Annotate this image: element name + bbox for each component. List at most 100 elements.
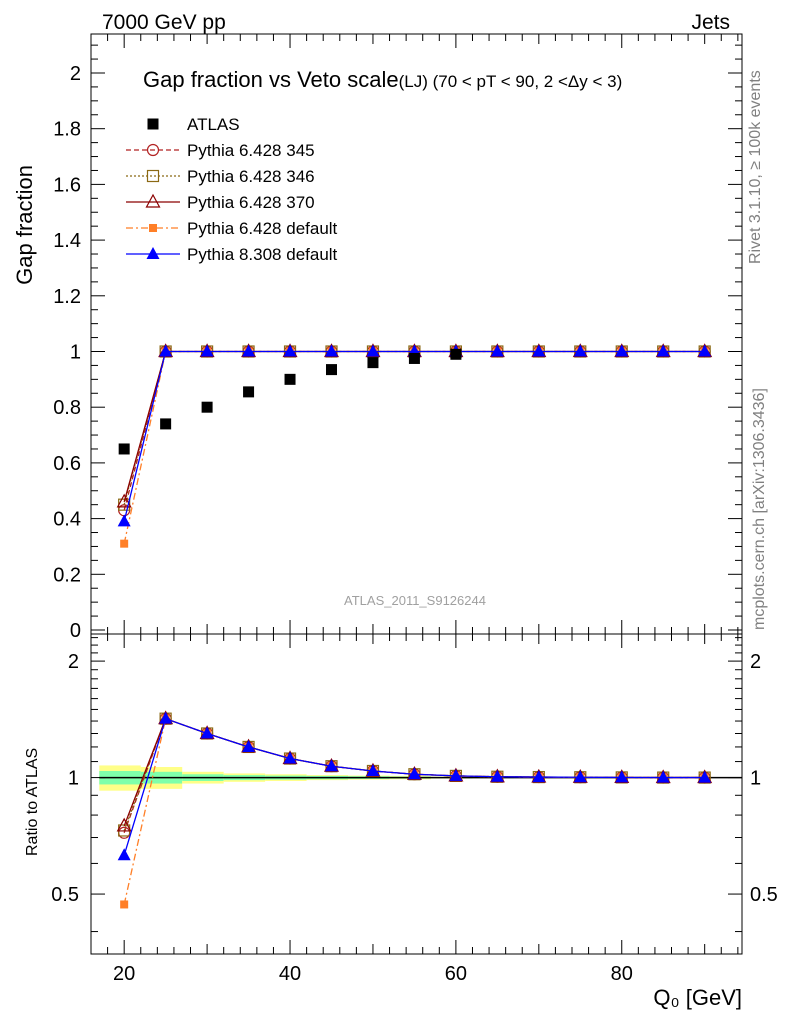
main-y-tick-label: 0.4 bbox=[53, 509, 81, 531]
main-point bbox=[117, 514, 131, 527]
ratio-point bbox=[532, 770, 546, 783]
x-axis-label-q: Q₀ [GeV] bbox=[653, 985, 742, 1010]
main-data-point bbox=[284, 373, 296, 385]
main-title: Gap fraction vs Veto scale(LJ) (70 < pT … bbox=[143, 67, 622, 92]
ratio-point bbox=[242, 739, 256, 752]
legend-marker bbox=[146, 247, 160, 259]
main-data-point bbox=[201, 401, 213, 413]
ratio-point bbox=[698, 770, 712, 783]
ratio-point bbox=[449, 768, 463, 781]
ratio-point bbox=[120, 900, 129, 909]
main-y-tick-label: 1.6 bbox=[53, 174, 81, 196]
main-series-line bbox=[123, 350, 705, 505]
main-series-line bbox=[123, 350, 705, 511]
legend-marker bbox=[146, 169, 160, 183]
main-y-tick-label: 1.4 bbox=[53, 230, 81, 252]
main-point bbox=[242, 344, 256, 357]
ratio-y-tick-label: 0.5 bbox=[51, 884, 79, 906]
ratio-point bbox=[490, 769, 504, 782]
legend-entry: Pythia 8.308 default bbox=[126, 245, 338, 264]
main-series-0 bbox=[118, 345, 711, 517]
main-point bbox=[490, 344, 504, 357]
ratio-y-tick-label: 2 bbox=[68, 651, 79, 673]
ratio-point bbox=[573, 770, 587, 783]
main-y-tick-label: 1.8 bbox=[53, 119, 81, 141]
ratio-point bbox=[283, 751, 297, 764]
ratio-point bbox=[324, 759, 338, 772]
side-label-bottom: mcplots.cern.ch [arXiv:1306.3436] bbox=[751, 388, 768, 630]
main-point bbox=[324, 344, 338, 357]
main-data-point bbox=[450, 348, 462, 360]
ratio-series-3 bbox=[120, 714, 709, 909]
main-series-1 bbox=[118, 345, 711, 511]
legend-label: Pythia 6.428 default bbox=[187, 219, 338, 238]
legend-label: ATLAS bbox=[187, 115, 240, 134]
main-point bbox=[615, 344, 629, 357]
side-label-top: Rivet 3.1.10, ≥ 100k events bbox=[747, 70, 764, 264]
ratio-y-axis-label: Ratio to ATLAS bbox=[24, 748, 41, 856]
legend-entry: Pythia 6.428 346 bbox=[126, 167, 315, 186]
main-point bbox=[573, 344, 587, 357]
main-y-tick-label: 0.6 bbox=[53, 453, 81, 475]
main-data-series-0 bbox=[118, 348, 462, 455]
main-data-point bbox=[243, 386, 255, 398]
legend-label: Pythia 6.428 346 bbox=[187, 167, 315, 186]
legend-entry: Pythia 6.428 default bbox=[126, 219, 338, 238]
main-data-point bbox=[325, 364, 337, 376]
ratio-y-tick-label-right: 0.5 bbox=[750, 884, 778, 906]
main-point bbox=[698, 344, 712, 357]
main-title-sub: (LJ) (70 < pT < 90, 2 <Δy < 3) bbox=[399, 72, 623, 91]
main-point bbox=[200, 344, 214, 357]
ratio-series-layer bbox=[116, 710, 713, 909]
x-tick-label: 80 bbox=[611, 963, 633, 985]
legend-label: Pythia 6.428 345 bbox=[187, 141, 315, 160]
main-watermark: ATLAS_2011_S9126244 bbox=[344, 593, 486, 608]
legend-label: Pythia 6.428 370 bbox=[187, 193, 315, 212]
ratio-x-ticks: 20 40 60 80 bbox=[107, 634, 739, 985]
main-data-point bbox=[118, 443, 130, 455]
main-series-4 bbox=[117, 344, 712, 527]
main-data-point bbox=[408, 352, 420, 364]
x-tick-label: 60 bbox=[445, 963, 467, 985]
ratio-series-line bbox=[123, 717, 705, 905]
main-data-point bbox=[367, 357, 379, 369]
main-series-3 bbox=[120, 347, 709, 548]
main-point bbox=[656, 344, 670, 357]
main-series-line bbox=[123, 350, 705, 503]
main-series-2 bbox=[116, 343, 713, 508]
ratio-y-tick-label-right: 2 bbox=[750, 651, 761, 673]
ratio-y-tick-label: 1 bbox=[68, 768, 79, 790]
ratio-point bbox=[615, 770, 629, 783]
legend-marker bbox=[145, 193, 161, 208]
main-y-axis-label: Gap fraction bbox=[12, 165, 37, 285]
main-point bbox=[366, 344, 380, 357]
ratio-point bbox=[656, 770, 670, 783]
main-y-tick-label: 2 bbox=[70, 63, 81, 85]
main-panel: Gap fraction 0 0.2 0.4 0.6 0.8 1 1.2 1.4 1.6 1.8 2… bbox=[12, 33, 743, 642]
ratio-point bbox=[159, 711, 173, 724]
main-series-line bbox=[123, 350, 705, 522]
main-y-tick-label: 0.8 bbox=[53, 397, 81, 419]
main-y-tick-label: 1 bbox=[70, 341, 81, 363]
legend-marker bbox=[149, 224, 157, 232]
main-title-main: Gap fraction vs Veto scale bbox=[143, 67, 399, 92]
legend-label: Pythia 8.308 default bbox=[187, 245, 338, 264]
ratio-y-ticks: 0.5 0.5 1 1 2 2 bbox=[51, 637, 778, 933]
legend-entry: Pythia 6.428 370 bbox=[126, 193, 315, 212]
ratio-point bbox=[116, 817, 132, 832]
ratio-plot-frame bbox=[90, 633, 743, 955]
legend-entry: Pythia 6.428 345 bbox=[126, 141, 315, 160]
header-left: 7000 GeV pp bbox=[102, 11, 226, 34]
main-point bbox=[283, 344, 297, 357]
main-data-point bbox=[160, 418, 172, 430]
legend: ATLAS Pythia 6.428 345 Pythia 6.428 346 Pyt… bbox=[126, 115, 338, 264]
main-y-tick-label: 0 bbox=[70, 620, 81, 642]
x-tick-label: 20 bbox=[113, 963, 135, 985]
legend-entry: ATLAS bbox=[147, 115, 240, 134]
main-point bbox=[159, 344, 173, 357]
main-series-layer bbox=[116, 343, 713, 548]
ratio-point bbox=[407, 767, 421, 780]
ratio-point bbox=[366, 763, 380, 776]
header-right: Jets bbox=[691, 11, 730, 34]
